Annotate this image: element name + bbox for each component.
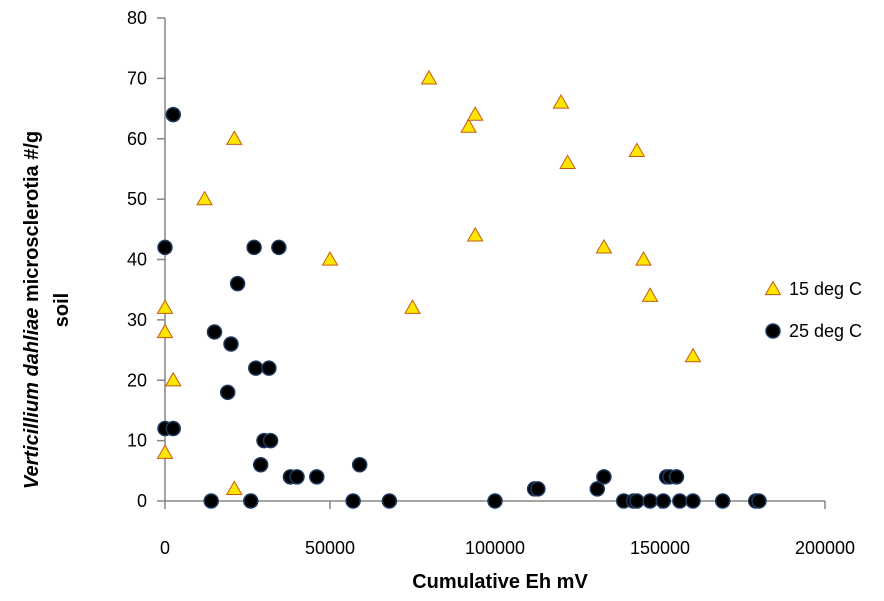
- data-point-25c: [262, 432, 279, 449]
- x-tick-label: 200000: [795, 538, 855, 558]
- data-point-25c: [246, 239, 262, 256]
- y-axis-title-units: microsclerotia #/g: [21, 131, 43, 308]
- data-point-15c: [156, 323, 174, 339]
- y-tick-label: 0: [137, 491, 147, 511]
- data-point-25c: [381, 493, 398, 509]
- data-point-25c: [252, 457, 269, 473]
- x-tick-label: 100000: [465, 538, 525, 558]
- data-point-15c: [156, 299, 174, 314]
- x-ticks: 0 50000 100000 150000 200000: [160, 501, 855, 558]
- data-point-15c: [404, 299, 421, 314]
- legend-label: 25 deg C: [789, 321, 862, 341]
- x-tick-label: 150000: [630, 538, 690, 558]
- data-point-25c: [206, 324, 223, 340]
- data-point-25c: [629, 493, 645, 509]
- data-point-15c: [635, 250, 652, 266]
- data-point-25c: [672, 493, 688, 509]
- data-point-25c: [714, 493, 731, 509]
- y-tick-label: 60: [127, 129, 147, 149]
- data-point-25c: [219, 384, 236, 401]
- data-point-25c: [655, 493, 672, 509]
- data-point-15c: [420, 69, 438, 85]
- legend: 15 deg C 25 deg C: [764, 279, 862, 341]
- data-point-25c: [309, 469, 325, 485]
- data-point-25c: [229, 275, 246, 292]
- data-point-25c: [157, 239, 173, 256]
- legend-circle-marker: [765, 323, 781, 339]
- data-point-25c: [261, 360, 277, 376]
- data-point-15c: [641, 287, 659, 302]
- data-point-25c: [271, 239, 287, 256]
- data-point-25c: [223, 336, 239, 352]
- y-tick-label: 80: [127, 8, 147, 28]
- data-point-25c: [530, 481, 546, 497]
- y-axis-title-species: Verticillium dahliae: [21, 308, 43, 490]
- y-tick-label: 70: [127, 68, 147, 88]
- y-tick-label: 50: [127, 189, 147, 209]
- data-point-15c: [460, 118, 477, 133]
- data-point-15c: [225, 480, 243, 496]
- data-point-15c: [559, 154, 576, 170]
- data-point-15c: [466, 106, 484, 121]
- y-tick-label: 30: [127, 310, 147, 330]
- data-point-15c: [684, 347, 702, 363]
- y-tick-label: 10: [127, 431, 147, 451]
- data-point-15c: [196, 190, 213, 206]
- y-tick-label: 20: [127, 370, 147, 390]
- data-point-15c: [628, 142, 646, 157]
- x-tick-label: 0: [160, 538, 170, 558]
- data-point-25c: [345, 493, 361, 509]
- legend-label: 15 deg C: [789, 279, 862, 299]
- data-point-15c: [225, 130, 243, 145]
- svg-text:Verticillium dahliae microscle: Verticillium dahliae microsclerotia #/g: [21, 131, 43, 489]
- data-point-25c: [596, 469, 612, 485]
- data-point-15c: [552, 94, 570, 109]
- data-point-15c: [595, 238, 613, 254]
- data-point-25c: [203, 493, 219, 509]
- data-point-25c: [165, 420, 181, 437]
- data-point-25c: [589, 481, 606, 497]
- y-ticks: 0 10 20 30 40 50 60 70 80: [127, 8, 165, 511]
- data-point-25c: [248, 360, 264, 376]
- plot-area: 0 10 20 30 40 50 60 70 80 0 50000 100000 150000 2000…: [127, 8, 855, 558]
- data-point-25c: [685, 493, 701, 509]
- y-axis-title: Verticillium dahliae microsclerotia #/g …: [21, 131, 73, 489]
- data-point-25c: [751, 493, 767, 509]
- x-axis-title: Cumulative Eh mV: [412, 571, 588, 593]
- x-tick-label: 50000: [305, 538, 355, 558]
- data-point-25c: [487, 493, 503, 509]
- data-point-25c: [289, 469, 305, 485]
- y-axis-title-line2: soil: [51, 293, 73, 327]
- y-tick-label: 40: [127, 250, 147, 270]
- data-point-15c: [466, 226, 484, 242]
- data-points: [156, 69, 767, 509]
- data-point-15c: [164, 371, 182, 387]
- data-point-25c: [351, 457, 368, 473]
- data-point-15c: [321, 250, 339, 266]
- data-point-25c: [243, 493, 259, 509]
- data-point-25c: [642, 493, 658, 509]
- data-point-15c: [156, 444, 174, 459]
- legend-triangle-marker: [764, 280, 782, 296]
- data-point-25c: [668, 469, 685, 485]
- data-point-25c: [165, 106, 181, 123]
